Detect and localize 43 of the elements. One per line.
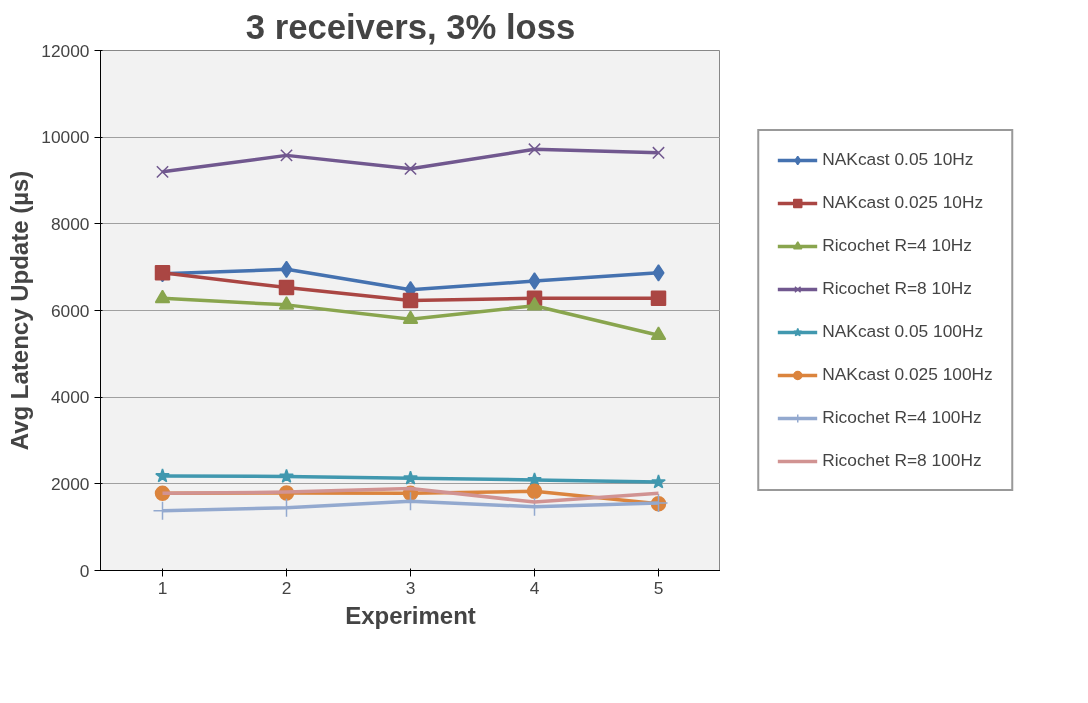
legend-label: Ricochet R=8 10Hz — [822, 278, 973, 299]
y-tick-label: 6000 — [50, 300, 90, 321]
point — [154, 289, 171, 304]
y-tick-label: 0 — [79, 560, 90, 581]
point — [528, 142, 541, 156]
chart-title: 3 receivers, 3% loss — [245, 7, 576, 46]
point — [528, 272, 541, 290]
legend-label: Ricochet R=8 100Hz — [822, 450, 982, 471]
point — [403, 470, 418, 485]
legend-label: Ricochet R=4 100Hz — [822, 407, 982, 428]
point — [278, 296, 295, 310]
x-tick-label: 1 — [157, 577, 168, 598]
x-tick-label: 4 — [529, 577, 540, 598]
point — [651, 474, 666, 489]
point — [280, 148, 293, 162]
point — [652, 264, 665, 282]
y-tick-label: 10000 — [41, 127, 90, 148]
point — [526, 296, 543, 311]
x-tick-label: 2 — [281, 577, 292, 598]
y-tick-label: 8000 — [50, 213, 90, 234]
point — [279, 468, 294, 483]
legend-label: NAKcast 0.05 100Hz — [822, 321, 984, 342]
x-tick-label: 5 — [653, 577, 664, 598]
point — [402, 292, 419, 309]
point — [278, 279, 295, 296]
legend-label: NAKcast 0.025 10Hz — [822, 192, 984, 213]
point — [156, 165, 169, 179]
point — [650, 290, 667, 307]
y-tick-label: 4000 — [50, 387, 90, 408]
point — [402, 310, 419, 324]
y-tick-label: 2000 — [50, 473, 90, 494]
x-axis-title: Experiment — [345, 601, 476, 629]
y-axis-title: Avg Latency Update (µs) — [6, 170, 34, 451]
x-tick-label: 3 — [405, 577, 416, 598]
legend-label: NAKcast 0.05 10Hz — [822, 149, 974, 170]
point — [155, 468, 170, 483]
point — [650, 326, 667, 340]
point — [652, 146, 665, 160]
legend-label: Ricochet R=4 10Hz — [822, 235, 973, 256]
y-tick-label: 12000 — [41, 40, 90, 61]
point — [526, 483, 543, 499]
point — [404, 162, 417, 176]
legend-label: NAKcast 0.025 100Hz — [822, 364, 993, 385]
